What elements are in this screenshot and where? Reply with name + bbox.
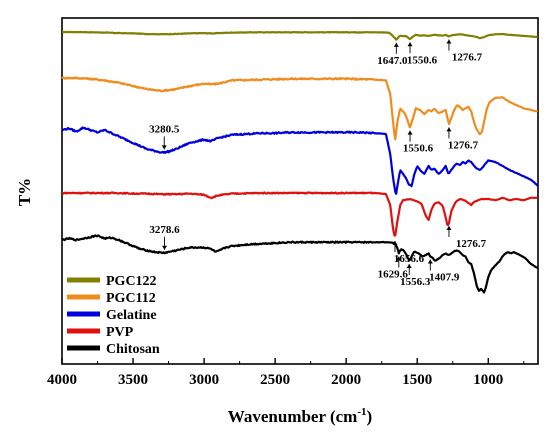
series-line-pvp — [61, 191, 538, 237]
peak-annotation: 3278.6 — [149, 224, 180, 250]
x-tick-label: 2000 — [331, 372, 361, 388]
peak-annotation: 1550.6 — [407, 42, 438, 66]
x-axis-title-main: Wavenumber (cm — [228, 407, 358, 426]
annotation-label: 1276.7 — [452, 51, 483, 63]
peak-annotation: 1629.6 — [378, 256, 409, 281]
y-axis-title: T% — [15, 178, 34, 206]
plot-frame — [61, 17, 539, 365]
annotation-label: 3280.5 — [149, 123, 180, 135]
x-axis-ticks: 4000 3500 3000 2500 2000 1500 1000 — [47, 358, 525, 388]
peak-annotation: 1647.0 — [377, 42, 408, 67]
annotation-arrow-head — [161, 145, 167, 150]
series-layer — [61, 30, 539, 294]
annotation-arrow-head — [446, 226, 452, 230]
x-tick-label: 2500 — [260, 372, 290, 388]
legend-label-pvp: PVP — [106, 325, 134, 340]
peak-annotation: 1407.9 — [427, 259, 460, 284]
annotation-arrow-head — [407, 42, 413, 47]
annotation-label: 1276.7 — [448, 139, 479, 151]
annotation-arrow-head — [446, 127, 452, 132]
x-tick-label: 4000 — [47, 372, 77, 388]
annotation-arrow-head — [407, 130, 413, 135]
x-axis-title-close: ) — [367, 407, 373, 426]
annotation-label: 1656.6 — [394, 253, 425, 265]
peak-annotation: 1276.7 — [446, 39, 483, 63]
legend-label-pgc112: PGC112 — [106, 291, 156, 306]
peak-annotation: 1550.6 — [403, 130, 434, 155]
x-tick-label: 3000 — [189, 372, 219, 388]
series-line-gelatine — [61, 126, 539, 195]
annotation-arrow-head — [393, 42, 399, 47]
annotation-arrow-head — [446, 39, 452, 44]
legend-label-chitosan: Chitosan — [106, 342, 160, 357]
legend: PGC122 PGC112 Gelatine PVP Chitosan — [67, 274, 160, 357]
annotation-arrow-head — [162, 245, 168, 250]
legend-label-pgc122: PGC122 — [106, 274, 157, 289]
series-line-pgc112 — [61, 76, 539, 141]
annotation-arrow-head — [392, 241, 398, 245]
annotation-label: 1407.9 — [429, 272, 460, 284]
peak-annotation: 1276.7 — [446, 127, 479, 151]
annotation-label: 1556.3 — [400, 276, 431, 288]
annotation-label: 3278.6 — [149, 224, 180, 236]
legend-label-gelatine: Gelatine — [106, 308, 157, 323]
peak-annotation: 1556.3 — [400, 264, 431, 288]
annotation-arrow-head — [396, 256, 402, 261]
peak-annotation: 1276.7 — [446, 226, 487, 250]
peak-annotation: 1656.6 — [392, 241, 425, 265]
annotation-arrow-head — [406, 264, 412, 268]
x-axis-title: Wavenumber (cm-1) — [228, 406, 372, 426]
annotation-label: 1550.6 — [403, 143, 434, 155]
x-tick-label: 1000 — [473, 372, 503, 388]
series-line-chitosan — [61, 234, 539, 294]
x-axis-title-sup: -1 — [357, 406, 366, 418]
annotation-arrow-head — [427, 259, 433, 264]
annotation-label: 1550.6 — [407, 54, 438, 66]
x-tick-label: 3500 — [118, 372, 148, 388]
series-line-pgc122 — [61, 30, 538, 41]
x-tick-label: 1500 — [402, 372, 432, 388]
annotation-label: 1647.0 — [377, 55, 408, 67]
peak-annotation: 3280.5 — [149, 123, 180, 150]
annotation-label: 1276.7 — [456, 238, 487, 250]
annotation-label: 1629.6 — [378, 269, 409, 281]
